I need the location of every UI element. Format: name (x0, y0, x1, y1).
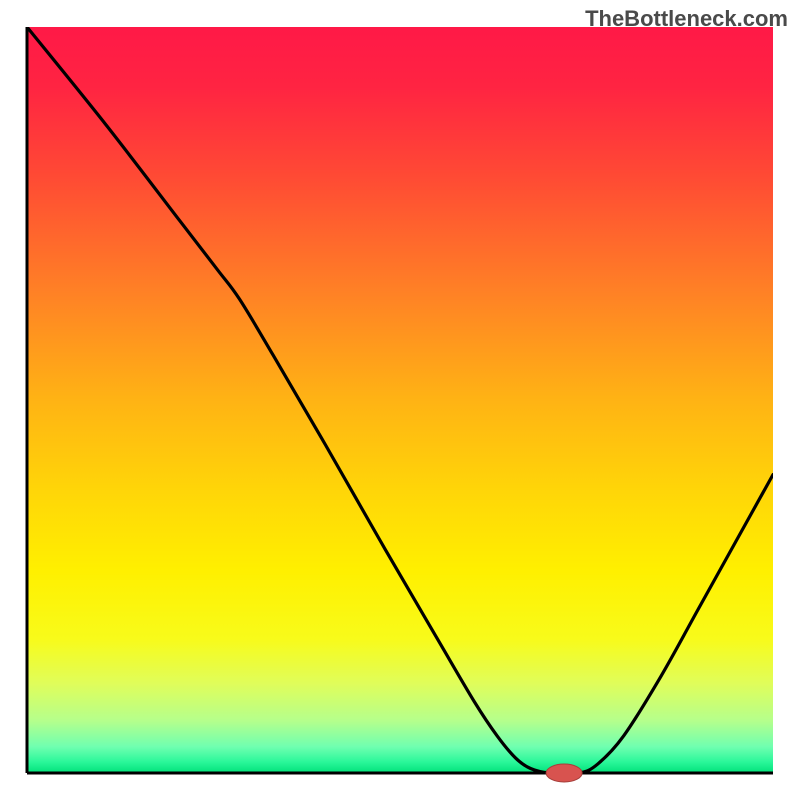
line-chart (0, 0, 800, 800)
chart-gradient-background (27, 27, 773, 773)
optimal-point-marker (546, 764, 582, 782)
watermark-text: TheBottleneck.com (585, 6, 788, 32)
chart-container: TheBottleneck.com (0, 0, 800, 800)
